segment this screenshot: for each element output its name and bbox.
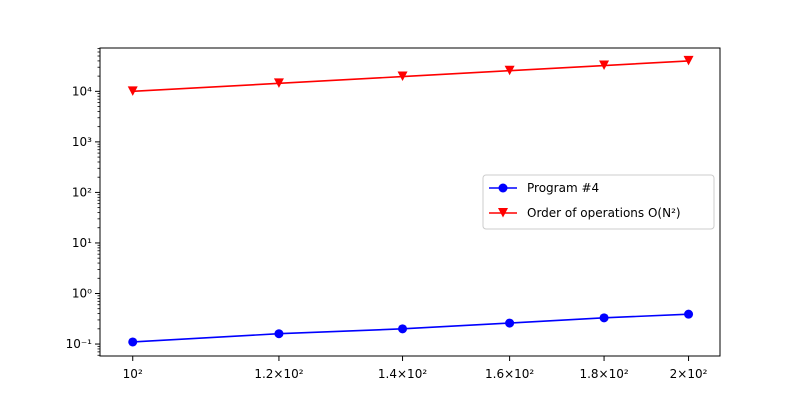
data-point — [599, 313, 609, 323]
legend: Program #4 Order of operations O(N²) — [482, 174, 715, 230]
x-tick-label: 1.6×10² — [485, 367, 534, 381]
series-line — [132, 313, 689, 343]
x-tick-label: 2×10² — [670, 367, 708, 381]
y-tick-label: 10⁰ — [72, 287, 92, 301]
data-point — [274, 329, 284, 339]
x-tick-label: 1.8×10² — [579, 367, 628, 381]
x-tick-label: 1.2×10² — [254, 367, 303, 381]
series-1 — [127, 55, 694, 96]
data-point — [128, 337, 138, 347]
data-point — [684, 309, 694, 319]
legend-marker — [498, 208, 508, 218]
legend-label: Order of operations O(N²) — [527, 206, 681, 220]
series-layer — [127, 55, 694, 347]
y-tick-label: 10¹ — [72, 236, 92, 250]
y-tick-label: 10⁴ — [72, 84, 92, 98]
data-point — [599, 60, 610, 71]
legend-marker — [498, 183, 508, 193]
data-point — [398, 324, 408, 334]
y-tick-label: 10³ — [72, 135, 92, 149]
data-point — [127, 86, 138, 96]
axis-layer: 10⁻¹ 10⁰ 10¹ 10² 10³ 10⁴ 10² 1.2×10² 1.4×10² 1.6×… — [66, 48, 708, 381]
data-point — [273, 78, 284, 88]
data-point — [504, 65, 515, 76]
y-tick-label: 10² — [72, 185, 92, 199]
series-line — [132, 60, 689, 93]
data-point — [505, 318, 515, 328]
data-point — [683, 55, 694, 66]
y-tick-label: 10⁻¹ — [66, 337, 93, 351]
x-tick-label: 10² — [123, 367, 143, 381]
plot-frame — [99, 47, 721, 357]
legend-label: Program #4 — [527, 181, 599, 195]
legend-box — [482, 174, 715, 230]
x-tick-label: 1.4×10² — [378, 367, 427, 381]
series-0 — [128, 309, 694, 347]
data-point — [397, 71, 408, 82]
